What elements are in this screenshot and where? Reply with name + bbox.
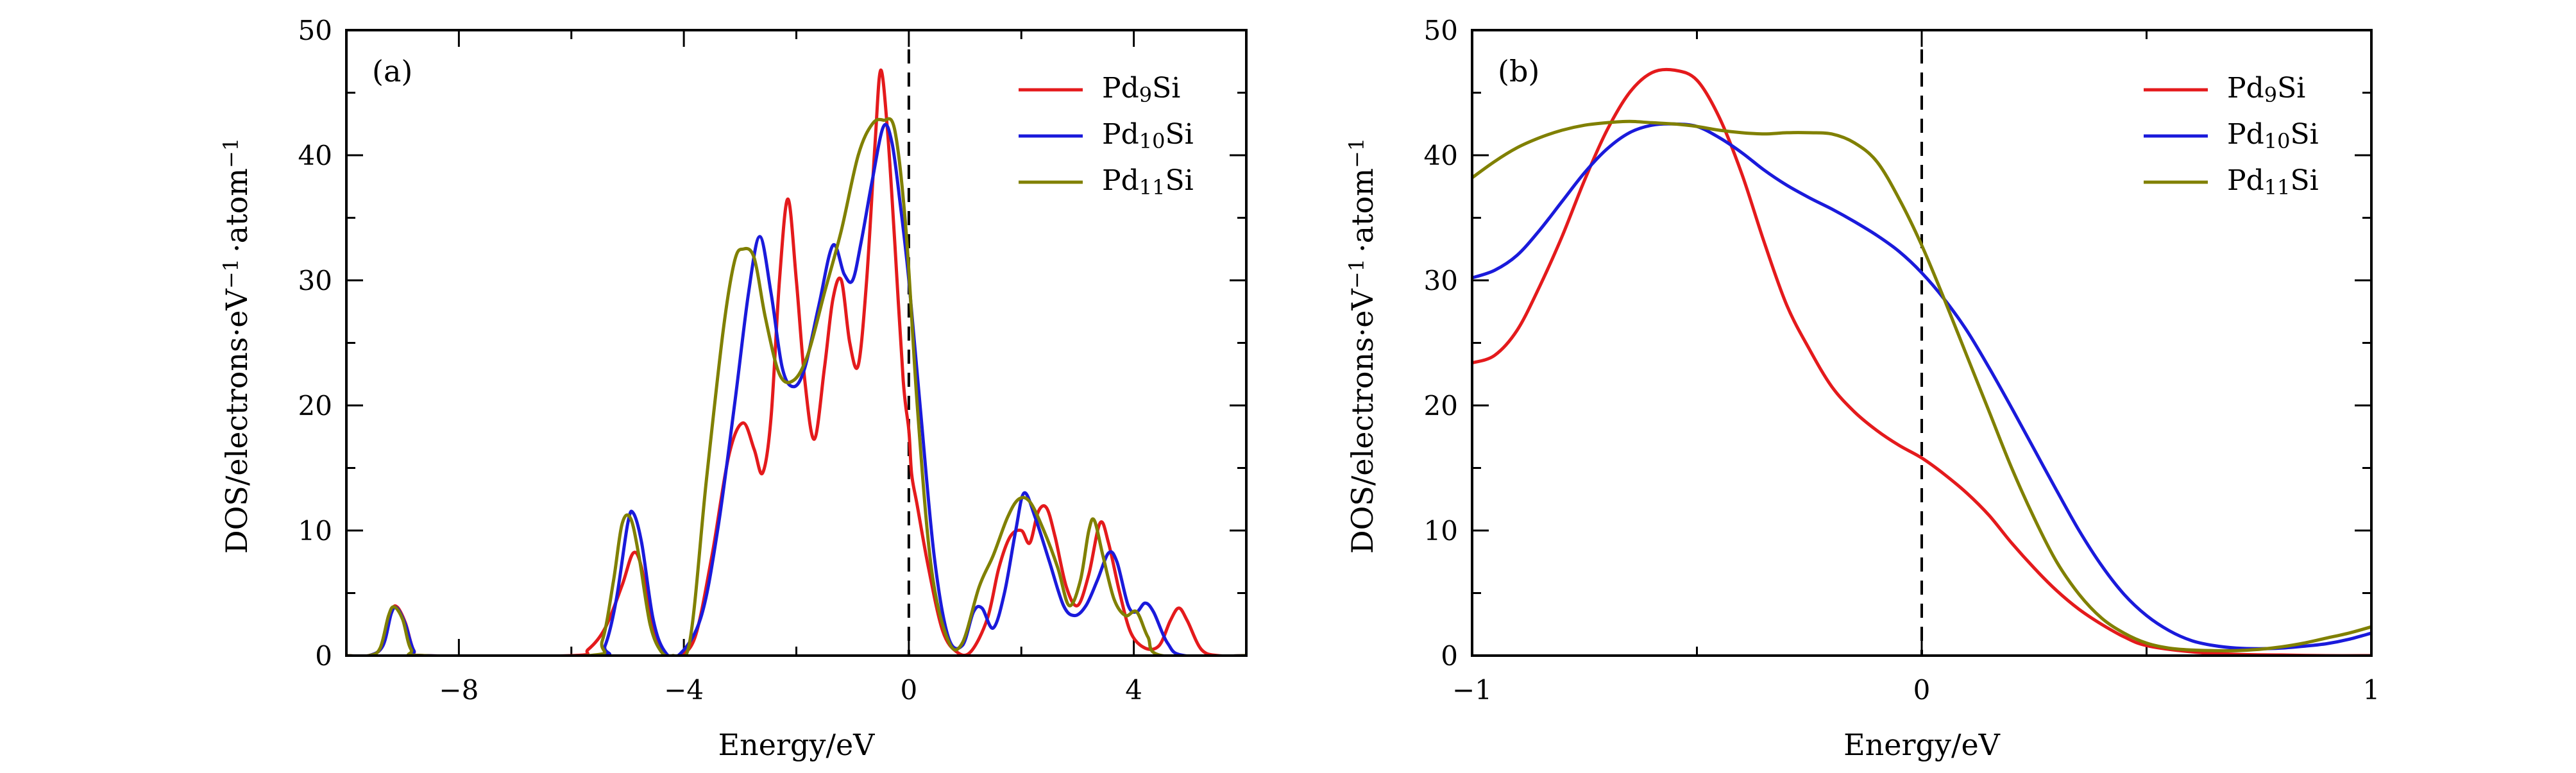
y-tick-label: 50 (1424, 15, 1458, 46)
legend-label: Pd11Si (1102, 164, 1194, 200)
series-line-pd11si (1472, 119, 2371, 652)
y-tick-label: 50 (298, 15, 332, 46)
y-tick-label: 30 (1424, 265, 1458, 296)
legend-label: Pd10Si (2227, 118, 2319, 153)
series-line-pd11si (346, 117, 1246, 656)
y-tick-label: 0 (1441, 640, 1458, 672)
legend-label: Pd11Si (2227, 164, 2319, 200)
x-tick-label: 4 (1125, 674, 1142, 706)
legend-label: Pd10Si (1102, 118, 1194, 153)
series-line-pd9si (1472, 67, 2371, 656)
y-tick-label: 10 (1424, 515, 1458, 547)
y-axis-label: DOS/electrons·eV−1 ·atom−1 (219, 132, 254, 554)
panel-label: (b) (1498, 54, 1539, 89)
y-tick-label: 40 (298, 140, 332, 171)
x-tick-label: −8 (439, 674, 479, 706)
y-tick-label: 20 (298, 390, 332, 421)
series-line-pd10si (346, 123, 1246, 656)
y-tick-label: 10 (298, 515, 332, 547)
x-tick-label: −4 (664, 674, 704, 706)
x-axis-label: Energy/eV (1843, 727, 2001, 762)
x-tick-label: 0 (901, 674, 918, 706)
y-tick-label: 40 (1424, 140, 1458, 171)
y-axis-label: DOS/electrons·eV−1 ·atom−1 (1344, 132, 1380, 554)
x-tick-label: −1 (1452, 674, 1492, 706)
y-tick-label: 0 (315, 640, 332, 672)
x-tick-label: 0 (1913, 674, 1931, 706)
series-line-pd10si (1472, 122, 2371, 650)
y-tick-label: 20 (1424, 390, 1458, 421)
legend-label: Pd9Si (1102, 72, 1180, 107)
legend-label: Pd9Si (2227, 72, 2305, 107)
plot-frame (345, 29, 1248, 657)
x-tick-label: 1 (2363, 674, 2380, 706)
y-tick-label: 30 (298, 265, 332, 296)
series-line-pd9si (346, 68, 1246, 656)
panel-label: (a) (372, 54, 412, 89)
plot-frame (1471, 29, 2373, 657)
x-axis-label: Energy/eV (718, 727, 876, 762)
